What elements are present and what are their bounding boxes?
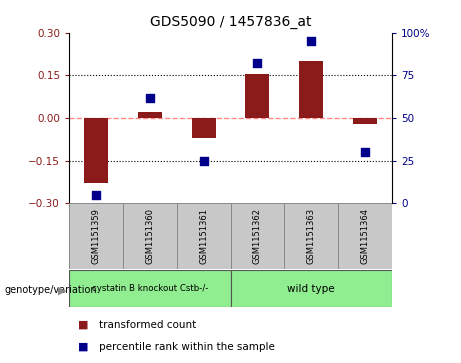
Text: percentile rank within the sample: percentile rank within the sample: [99, 342, 275, 352]
Text: ▶: ▶: [58, 285, 66, 295]
Point: [361, 149, 369, 155]
Text: ■: ■: [78, 342, 89, 352]
Text: GSM1151364: GSM1151364: [361, 208, 369, 264]
FancyBboxPatch shape: [230, 203, 284, 269]
FancyBboxPatch shape: [69, 270, 230, 307]
Text: wild type: wild type: [287, 284, 335, 294]
FancyBboxPatch shape: [123, 203, 177, 269]
Point: [200, 158, 207, 163]
FancyBboxPatch shape: [338, 203, 392, 269]
Text: GSM1151362: GSM1151362: [253, 208, 262, 264]
Point: [254, 61, 261, 66]
Text: GSM1151361: GSM1151361: [199, 208, 208, 264]
Bar: [84, 118, 108, 183]
Bar: [191, 118, 216, 138]
FancyBboxPatch shape: [177, 203, 230, 269]
Text: GSM1151363: GSM1151363: [307, 208, 316, 264]
Text: GSM1151360: GSM1151360: [145, 208, 154, 264]
Bar: [138, 112, 162, 118]
FancyBboxPatch shape: [284, 203, 338, 269]
Bar: [353, 118, 377, 124]
Point: [146, 95, 154, 101]
FancyBboxPatch shape: [69, 203, 123, 269]
Text: GSM1151359: GSM1151359: [92, 208, 100, 264]
Point: [307, 38, 315, 44]
Bar: [245, 74, 270, 118]
Title: GDS5090 / 1457836_at: GDS5090 / 1457836_at: [150, 15, 311, 29]
Point: [92, 192, 100, 197]
Text: transformed count: transformed count: [99, 320, 196, 330]
FancyBboxPatch shape: [230, 270, 392, 307]
Text: cystatin B knockout Cstb-/-: cystatin B knockout Cstb-/-: [92, 284, 208, 293]
Bar: [299, 61, 323, 118]
Text: genotype/variation: genotype/variation: [5, 285, 97, 295]
Text: ■: ■: [78, 320, 89, 330]
